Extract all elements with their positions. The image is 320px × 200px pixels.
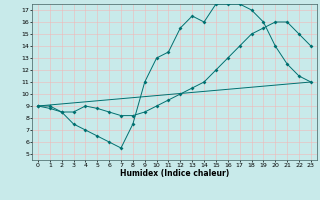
X-axis label: Humidex (Indice chaleur): Humidex (Indice chaleur) <box>120 169 229 178</box>
